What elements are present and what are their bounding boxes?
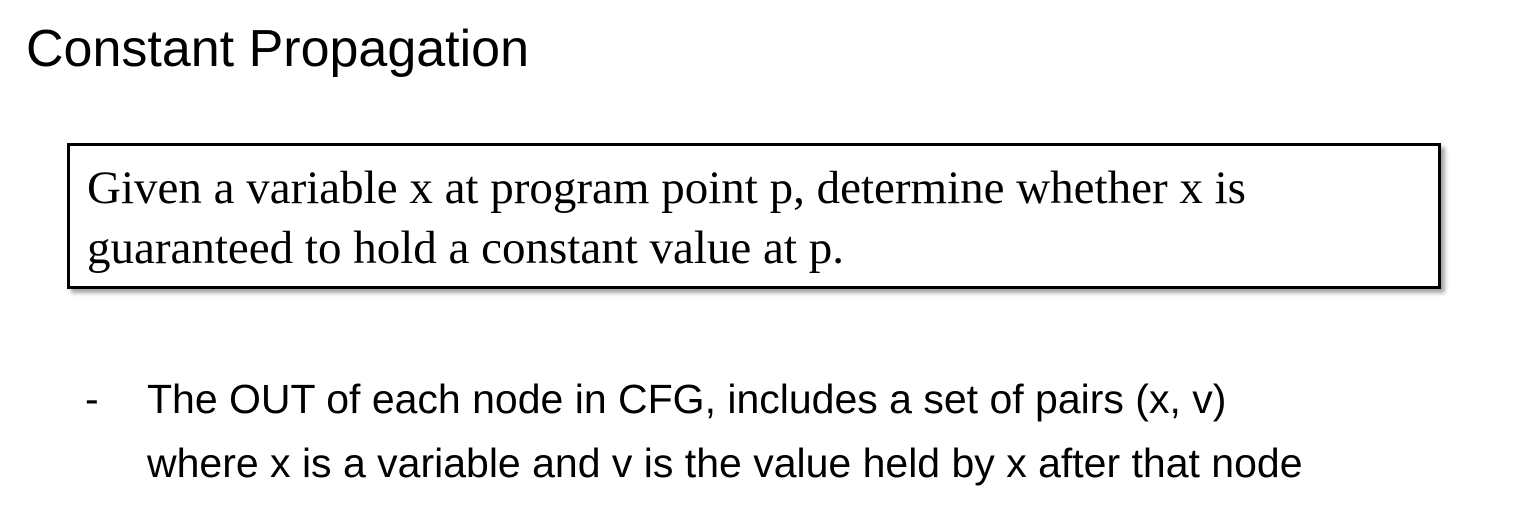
definition-line: guaranteed to hold a constant value at p… <box>87 222 844 274</box>
bullet-marker: - <box>85 376 99 422</box>
bullet-line: The OUT of each node in CFG, includes a … <box>147 376 1227 422</box>
slide-title: Constant Propagation <box>26 20 530 78</box>
bullet-line: where x is a variable and v is the value… <box>147 440 1303 486</box>
definition-box: Given a variable x at program point p, d… <box>67 143 1441 289</box>
bullet-text: The OUT of each node in CFG, includes a … <box>147 367 1303 495</box>
definition-line: Given a variable x at program point p, d… <box>87 162 1246 214</box>
